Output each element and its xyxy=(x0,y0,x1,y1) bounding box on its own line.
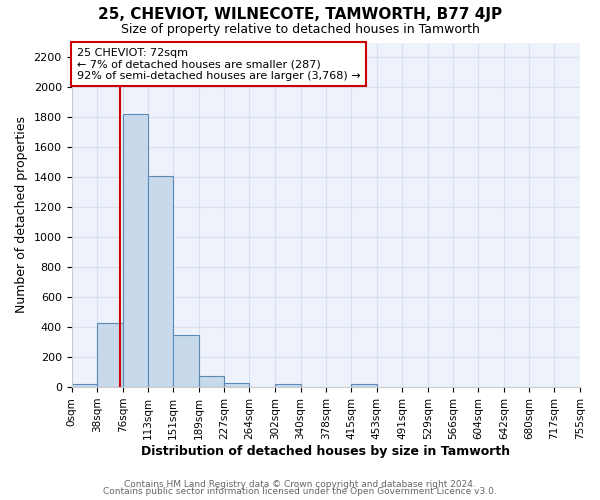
Bar xyxy=(275,384,301,387)
Text: Size of property relative to detached houses in Tamworth: Size of property relative to detached ho… xyxy=(121,22,479,36)
Y-axis label: Number of detached properties: Number of detached properties xyxy=(15,116,28,314)
Text: Contains HM Land Registry data © Crown copyright and database right 2024.: Contains HM Land Registry data © Crown c… xyxy=(124,480,476,489)
Text: 25 CHEVIOT: 72sqm
← 7% of detached houses are smaller (287)
92% of semi-detached: 25 CHEVIOT: 72sqm ← 7% of detached house… xyxy=(77,48,360,81)
Bar xyxy=(173,334,199,387)
Bar xyxy=(224,384,250,387)
Text: Contains public sector information licensed under the Open Government Licence v3: Contains public sector information licen… xyxy=(103,487,497,496)
Bar xyxy=(71,384,97,387)
Bar xyxy=(351,384,377,387)
Bar xyxy=(148,176,173,387)
Bar xyxy=(123,114,148,387)
X-axis label: Distribution of detached houses by size in Tamworth: Distribution of detached houses by size … xyxy=(141,444,511,458)
Text: 25, CHEVIOT, WILNECOTE, TAMWORTH, B77 4JP: 25, CHEVIOT, WILNECOTE, TAMWORTH, B77 4J… xyxy=(98,8,502,22)
Bar xyxy=(199,376,224,387)
Bar xyxy=(97,322,123,387)
